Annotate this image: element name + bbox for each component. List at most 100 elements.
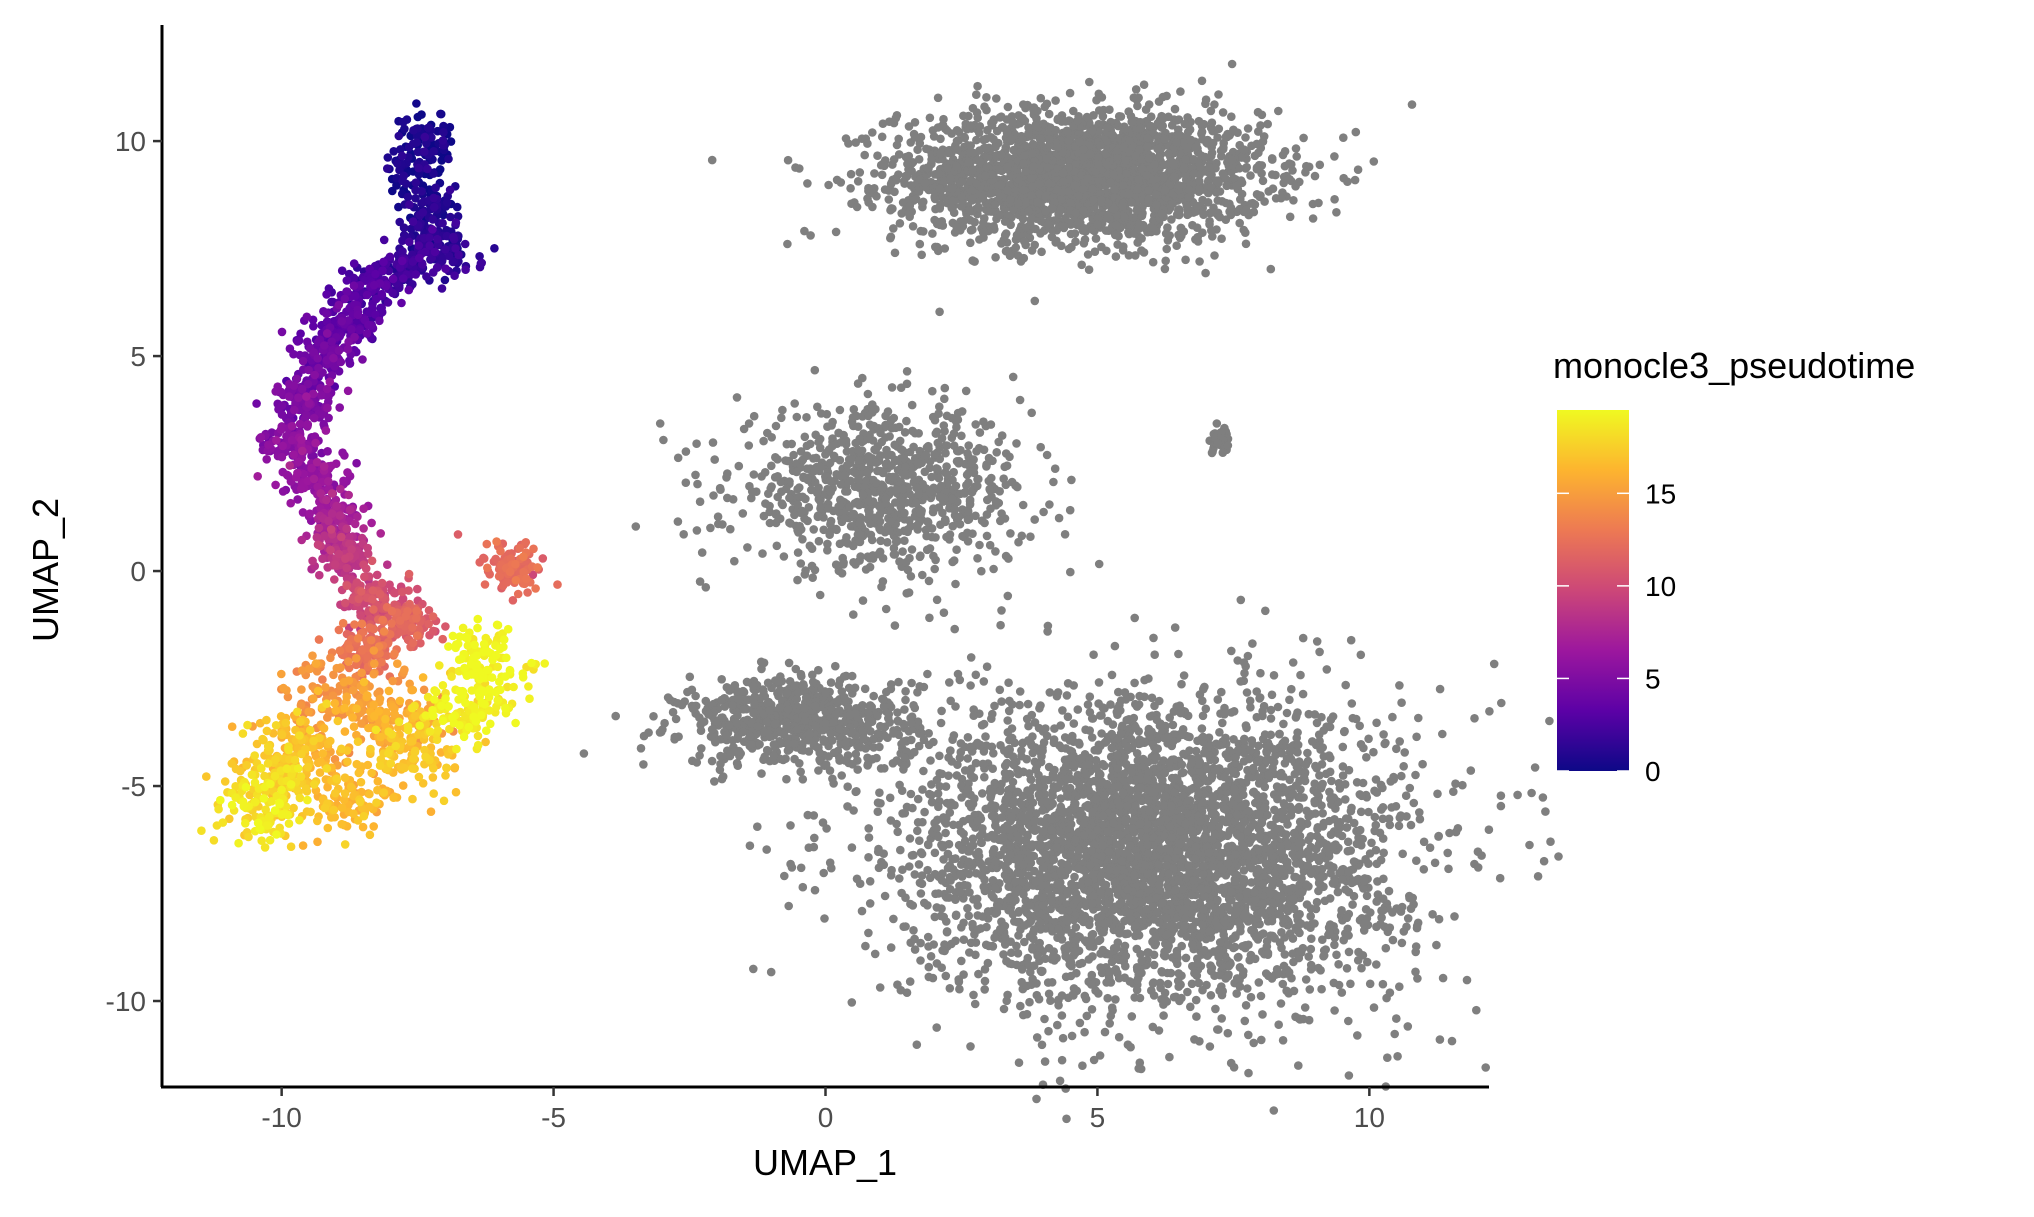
na-cell-point: [697, 726, 706, 735]
na-cell-point: [1287, 685, 1296, 694]
na-cell-point: [973, 554, 982, 563]
na-cell-point: [837, 771, 846, 780]
na-cell-point: [1207, 226, 1216, 235]
na-cell-point: [783, 440, 792, 449]
na-cell-point: [881, 185, 890, 194]
na-cell-point: [906, 834, 915, 843]
na-cell-point: [799, 682, 808, 691]
na-cell-point: [750, 412, 759, 421]
na-cell-point: [829, 718, 838, 727]
na-cell-point: [977, 567, 986, 576]
na-cell-point: [801, 433, 810, 442]
na-cell-point: [682, 478, 691, 487]
na-cell-point: [969, 149, 978, 158]
na-cell-point: [758, 549, 767, 558]
na-cell-point: [1274, 107, 1283, 116]
na-cell-point: [885, 432, 894, 441]
na-cell-point: [1004, 103, 1013, 112]
na-cell-point: [1025, 998, 1034, 1007]
na-cell-point: [1199, 210, 1208, 219]
na-cell-point: [1012, 243, 1021, 252]
na-cell-point: [937, 707, 946, 716]
na-cell-point: [936, 520, 945, 529]
na-cell-point: [849, 558, 858, 567]
na-cell-point: [1339, 133, 1348, 142]
na-cell-point: [1018, 135, 1027, 144]
na-cell-point: [843, 539, 852, 548]
na-cell-point: [927, 155, 936, 164]
na-cell-point: [861, 942, 870, 951]
na-cell-point: [730, 747, 739, 756]
na-cell-point: [906, 202, 915, 211]
na-cell-point: [759, 688, 768, 697]
na-cell-point: [1214, 196, 1223, 205]
na-cell-point: [854, 475, 863, 484]
na-cell-point: [746, 732, 755, 741]
na-cell-point: [916, 240, 925, 249]
na-cell-point: [848, 998, 857, 1007]
na-cell-point: [1041, 1057, 1050, 1066]
na-cell-point: [686, 673, 695, 682]
na-cell-point: [893, 141, 902, 150]
na-cell-point: [813, 403, 822, 412]
na-cell-point: [1067, 476, 1076, 485]
na-cell-point: [889, 473, 898, 482]
na-cell-point: [903, 380, 912, 389]
na-cell-point: [938, 509, 947, 518]
na-cell-point: [906, 977, 915, 986]
na-cell-point: [632, 522, 641, 531]
na-cell-point: [711, 738, 720, 747]
na-cell-point: [967, 121, 976, 130]
na-cell-point: [862, 565, 871, 574]
na-cell-point: [929, 504, 938, 513]
na-cell-point: [936, 204, 945, 213]
na-cell-point: [952, 545, 961, 554]
na-cell-point: [1147, 112, 1156, 121]
na-cell-point: [1201, 100, 1210, 109]
na-cell-point: [972, 90, 981, 99]
na-cell-point: [922, 145, 931, 154]
na-cell-point: [1247, 142, 1256, 151]
na-cell-point: [1257, 1036, 1266, 1045]
na-cell-point: [1237, 596, 1246, 605]
na-cell-point: [934, 409, 943, 418]
na-cell-point: [656, 419, 665, 428]
na-cell-point: [943, 470, 952, 479]
na-cell-point: [964, 441, 973, 450]
na-cell-point: [956, 520, 965, 529]
na-cell-point: [580, 749, 589, 758]
na-cell-point: [926, 544, 935, 553]
na-cell-point: [1079, 206, 1088, 215]
na-cell-point: [909, 222, 918, 231]
na-cell-point: [924, 518, 933, 527]
na-cell-point: [747, 740, 756, 749]
na-cell-point: [1330, 152, 1339, 161]
na-cell-point: [886, 517, 895, 526]
na-cell-point: [946, 530, 955, 539]
na-cell-point: [976, 158, 985, 167]
na-cell-point: [1242, 721, 1251, 730]
na-cell-point: [860, 151, 869, 160]
na-cell-point: [936, 221, 945, 230]
na-cell-point: [983, 144, 992, 153]
na-cell-point: [1431, 859, 1440, 868]
na-cell-point: [976, 122, 985, 131]
na-cell-point: [872, 458, 881, 467]
na-cell-point: [716, 485, 725, 494]
na-cell-point: [1140, 80, 1149, 89]
na-cell-point: [855, 501, 864, 510]
na-cell-point: [900, 454, 909, 463]
na-cell-point: [1024, 129, 1033, 138]
na-cell-point: [809, 678, 818, 687]
na-cell-point: [816, 497, 825, 506]
na-cell-point: [878, 483, 887, 492]
na-cell-point: [795, 522, 804, 531]
na-cell-point: [708, 757, 717, 766]
na-cell-point: [1020, 237, 1029, 246]
na-cell-point: [777, 414, 786, 423]
na-cell-point: [948, 495, 957, 504]
na-cell-point: [1016, 396, 1025, 405]
na-cell-point: [743, 543, 752, 552]
na-cell-point: [1161, 257, 1170, 266]
na-cell-point: [1206, 163, 1215, 172]
